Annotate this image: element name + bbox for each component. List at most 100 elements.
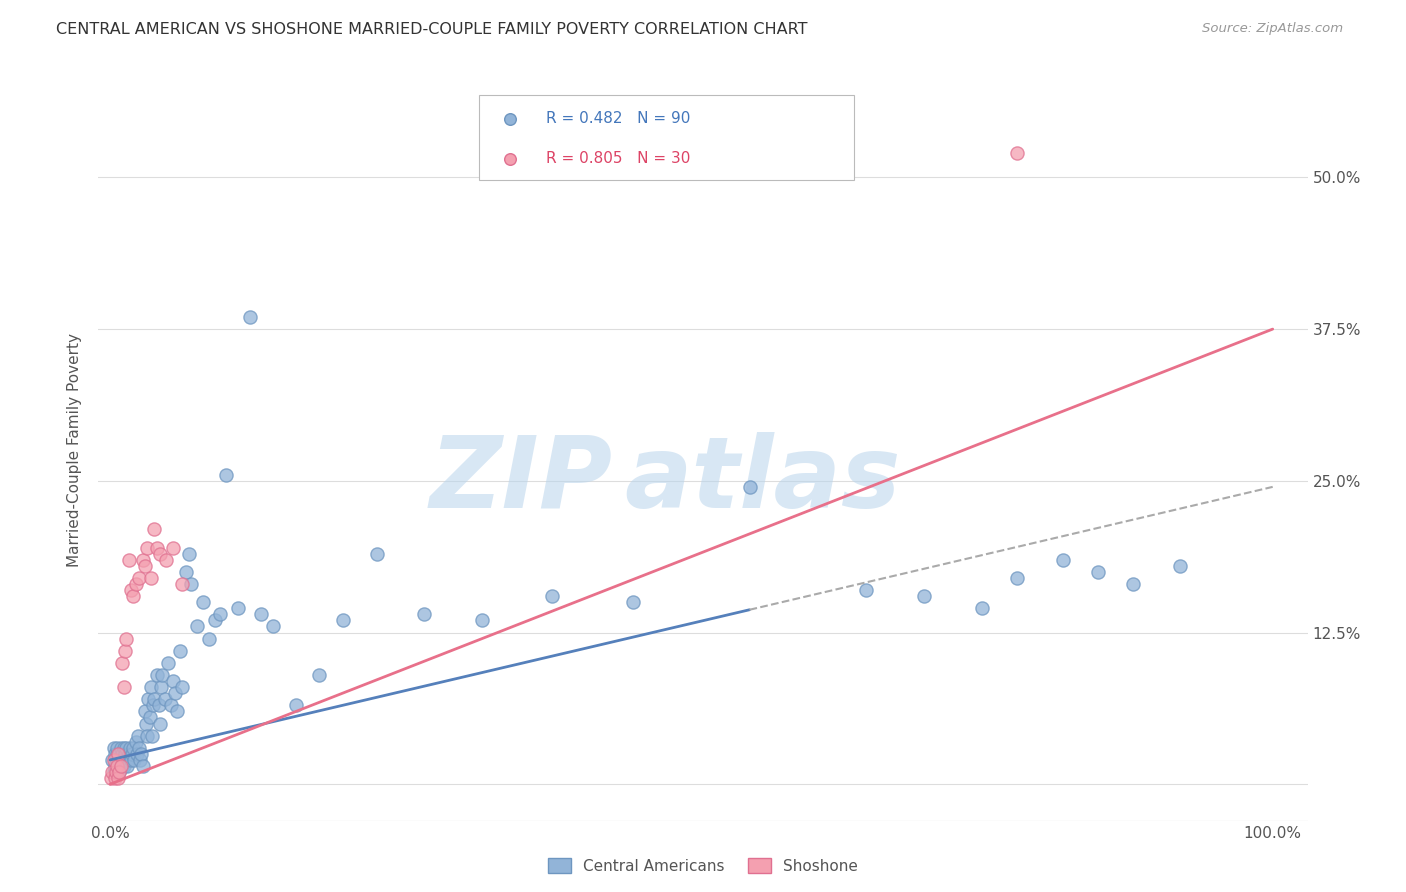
Point xyxy=(103,740,125,755)
Point xyxy=(131,747,153,761)
Point xyxy=(471,613,494,627)
Text: atlas: atlas xyxy=(624,432,901,529)
Point xyxy=(239,310,262,324)
Point xyxy=(215,467,238,482)
Point xyxy=(101,753,124,767)
Point xyxy=(118,552,141,566)
Point xyxy=(107,771,129,785)
Point xyxy=(136,729,159,743)
Point xyxy=(131,759,153,773)
Point xyxy=(150,668,173,682)
Point xyxy=(162,541,184,555)
Point xyxy=(115,632,138,646)
Point xyxy=(112,759,135,773)
Point xyxy=(125,747,148,761)
Text: CENTRAL AMERICAN VS SHOSHONE MARRIED-COUPLE FAMILY POVERTY CORRELATION CHART: CENTRAL AMERICAN VS SHOSHONE MARRIED-COU… xyxy=(56,22,807,37)
Point xyxy=(1052,552,1074,566)
Point xyxy=(117,753,139,767)
Point xyxy=(124,577,146,591)
Point xyxy=(149,547,172,561)
Point xyxy=(104,747,127,761)
Point xyxy=(108,765,131,780)
Point xyxy=(138,710,160,724)
Point xyxy=(855,582,877,597)
Point xyxy=(105,747,128,761)
Point xyxy=(118,747,141,761)
Point xyxy=(122,740,145,755)
Point xyxy=(104,765,127,780)
Point xyxy=(143,522,166,536)
Point xyxy=(155,552,177,566)
Point xyxy=(118,740,141,755)
Point xyxy=(165,686,187,700)
Point xyxy=(111,656,134,670)
Point xyxy=(110,753,132,767)
Point xyxy=(250,607,273,622)
Point xyxy=(139,680,162,694)
Point xyxy=(204,613,226,627)
Point xyxy=(127,729,149,743)
Point xyxy=(108,765,131,780)
Point xyxy=(120,753,142,767)
Point xyxy=(136,541,159,555)
Point xyxy=(107,747,129,761)
Point xyxy=(209,607,232,622)
Point xyxy=(110,759,132,773)
Point xyxy=(120,582,142,597)
Point xyxy=(104,753,127,767)
Point xyxy=(332,613,354,627)
Point xyxy=(117,759,139,773)
Point xyxy=(104,759,127,773)
Y-axis label: Married-Couple Family Poverty: Married-Couple Family Poverty xyxy=(67,334,83,567)
Point xyxy=(128,740,150,755)
Point xyxy=(621,595,644,609)
Point xyxy=(149,716,172,731)
Point xyxy=(134,558,156,573)
Point xyxy=(103,753,125,767)
Point xyxy=(1005,571,1028,585)
Point xyxy=(124,753,146,767)
Point xyxy=(172,680,194,694)
Point xyxy=(105,759,128,773)
Point xyxy=(174,565,197,579)
Point xyxy=(198,632,221,646)
Point xyxy=(159,698,181,713)
Point xyxy=(114,747,136,761)
Point xyxy=(111,759,134,773)
Point xyxy=(180,577,202,591)
Point xyxy=(150,680,173,694)
Point xyxy=(148,698,170,713)
Point xyxy=(172,577,194,591)
Point xyxy=(1122,577,1144,591)
Point xyxy=(135,716,157,731)
Point xyxy=(129,753,152,767)
Point xyxy=(413,607,436,622)
Point xyxy=(107,753,129,767)
Point xyxy=(124,735,146,749)
Point xyxy=(128,571,150,585)
Point xyxy=(104,771,127,785)
Text: Source: ZipAtlas.com: Source: ZipAtlas.com xyxy=(1202,22,1343,36)
Point xyxy=(157,656,180,670)
Point xyxy=(226,601,249,615)
Point xyxy=(1087,565,1109,579)
Point xyxy=(114,644,136,658)
Point xyxy=(110,740,132,755)
Point xyxy=(103,765,125,780)
Point xyxy=(186,619,208,633)
Point xyxy=(162,674,184,689)
Point xyxy=(1168,558,1191,573)
Point xyxy=(738,480,761,494)
Point xyxy=(134,705,156,719)
Point xyxy=(100,771,122,785)
Point xyxy=(145,541,167,555)
Text: R = 0.482   N = 90: R = 0.482 N = 90 xyxy=(546,112,690,127)
Point xyxy=(1005,146,1028,161)
Point xyxy=(142,698,165,713)
Point xyxy=(169,644,191,658)
Point xyxy=(115,740,138,755)
Point xyxy=(114,753,136,767)
Point xyxy=(111,753,134,767)
Point xyxy=(105,740,128,755)
Point xyxy=(121,747,143,761)
